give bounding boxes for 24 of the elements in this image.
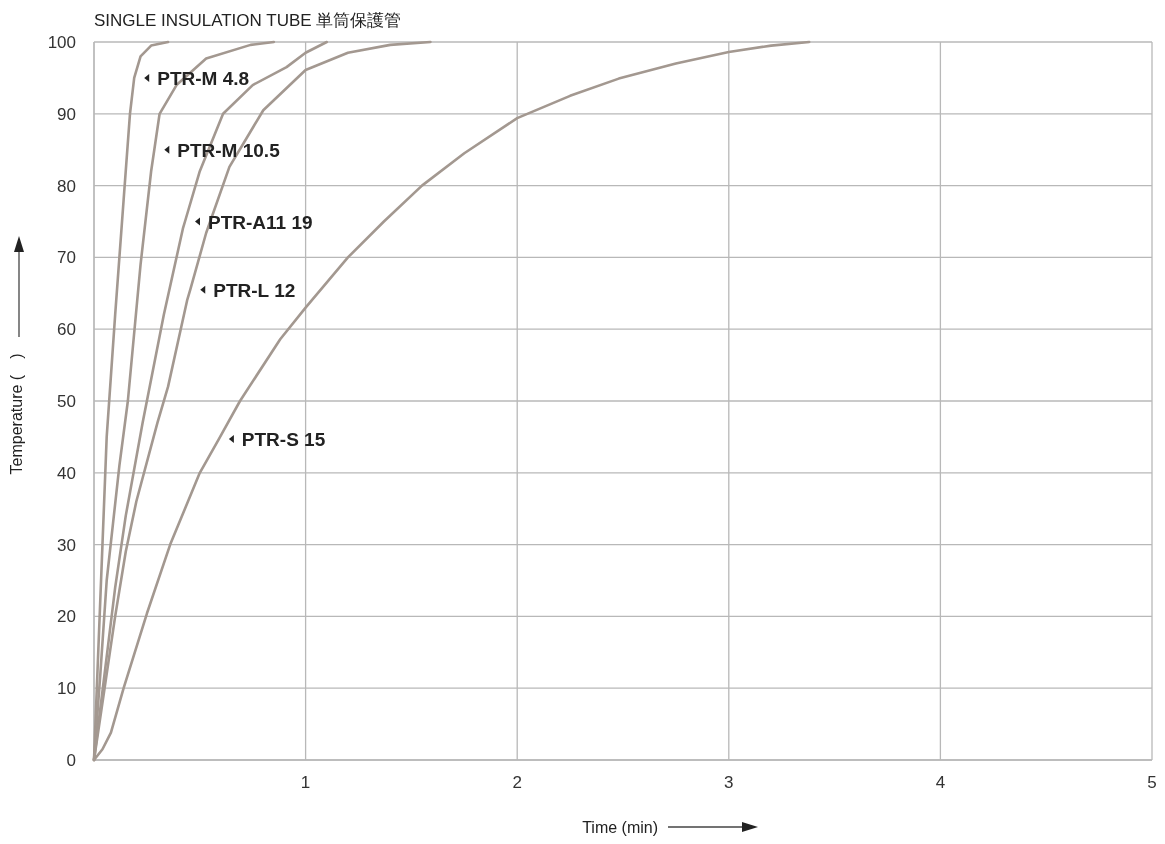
- y-tick-label: 30: [57, 535, 76, 555]
- y-axis-title: Temperature ( ): [8, 353, 25, 475]
- annotation: PTR-M 10.5: [177, 139, 281, 161]
- x-tick-label: 4: [935, 773, 946, 792]
- annotation: PTR-M 4.8: [157, 67, 250, 89]
- y-tick-label: 20: [57, 607, 76, 627]
- x-axis-title: Time (min): [582, 819, 658, 836]
- y-tick-label: 60: [57, 320, 76, 340]
- y-tick-label: 90: [57, 104, 76, 124]
- y-tick-label: 70: [57, 248, 76, 268]
- y-tick-label: 10: [57, 679, 76, 699]
- y-tick-label: 80: [57, 176, 76, 196]
- x-tick-label: 1: [300, 773, 311, 792]
- chart-title: SINGLE INSULATION TUBE 単筒保護管: [94, 11, 402, 30]
- annotation: PTR-A11 19: [207, 211, 313, 233]
- y-tick-label: 0: [66, 751, 76, 770]
- y-tick-label: 40: [57, 463, 76, 483]
- annotation: PTR-L 12: [213, 279, 296, 301]
- y-tick-label: 100: [47, 33, 76, 52]
- x-tick-label: 2: [512, 773, 522, 792]
- x-tick-label: 5: [1147, 773, 1157, 792]
- y-tick-label: 50: [57, 392, 76, 411]
- annotation: PTR-S 15: [241, 429, 326, 451]
- x-tick-label: 3: [724, 773, 734, 792]
